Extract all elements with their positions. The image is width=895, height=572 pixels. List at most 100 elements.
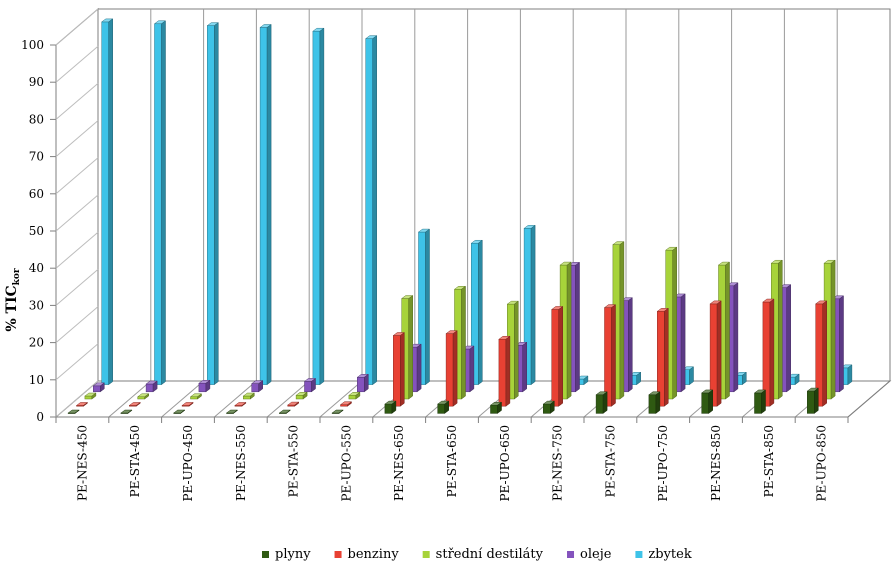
y-tick-label: 10 xyxy=(29,373,44,387)
legend-item: plyny xyxy=(262,547,311,562)
bar xyxy=(356,373,370,393)
x-tick-label: PE-UPO-450 xyxy=(181,425,195,502)
bar xyxy=(489,401,503,414)
y-tick-depth xyxy=(55,343,99,381)
bar xyxy=(206,22,220,386)
bar xyxy=(259,23,272,386)
y-tick-label: 50 xyxy=(29,224,44,238)
bar xyxy=(673,293,686,393)
y-tick-depth xyxy=(55,306,99,343)
bar xyxy=(242,392,256,400)
bar xyxy=(753,389,767,414)
y-tick-label: 70 xyxy=(29,150,44,164)
legend-item: zbytek xyxy=(635,547,692,562)
bar xyxy=(312,27,325,386)
bar xyxy=(778,284,792,393)
bar xyxy=(664,246,678,400)
y-tick-depth xyxy=(55,45,99,83)
y-tick-label: 100 xyxy=(21,38,44,52)
bar xyxy=(717,261,731,400)
bar xyxy=(523,224,536,386)
bar xyxy=(286,401,300,407)
bar xyxy=(198,379,211,393)
bar xyxy=(656,307,670,407)
bar xyxy=(620,297,634,393)
x-tick-label: PE-STA-550 xyxy=(287,425,301,497)
legend-label: zbytek xyxy=(648,547,691,562)
x-tick-label: PE-NES-550 xyxy=(234,425,248,501)
bar xyxy=(470,239,484,386)
bar xyxy=(128,401,142,407)
bar xyxy=(462,345,475,393)
bar xyxy=(364,35,378,386)
legend-swatch xyxy=(635,551,643,558)
x-tick-label: PE-NES-850 xyxy=(709,425,723,501)
floor-divider xyxy=(266,380,310,418)
y-tick-label: 30 xyxy=(29,298,44,312)
x-tick-label: PE-STA-750 xyxy=(603,425,617,497)
bar xyxy=(417,228,431,386)
bar xyxy=(145,380,158,393)
bar xyxy=(67,409,80,414)
x-tick-label: PE-UPO-650 xyxy=(498,425,512,502)
bar xyxy=(75,401,89,407)
bar xyxy=(136,393,150,400)
bar xyxy=(100,18,114,386)
y-tick-depth xyxy=(55,120,99,157)
y-tick-label: 20 xyxy=(29,336,44,350)
bar xyxy=(506,300,520,400)
x-tick-label: PE-UPO-850 xyxy=(815,425,829,502)
y-axis: 0 10 20 30 40 50 60 70 80 90 100 xyxy=(21,8,99,424)
y-tick-label: 90 xyxy=(29,75,44,89)
legend-label: střední destiláty xyxy=(436,547,544,562)
y-tick-label: 80 xyxy=(29,112,44,126)
bar xyxy=(84,392,97,400)
legend-swatch xyxy=(422,551,430,558)
x-axis: PE-NES-450 PE-STA-450 PE-UPO-450 PE-NES-550… xyxy=(55,380,891,502)
y-axis-label-main: % TIC xyxy=(4,285,20,331)
legend-item: oleje xyxy=(567,547,612,562)
legend-label: oleje xyxy=(580,547,612,562)
bar xyxy=(120,409,133,414)
floor-divider xyxy=(108,380,152,418)
bar xyxy=(576,375,589,386)
bar xyxy=(700,389,714,414)
bar xyxy=(278,409,292,414)
x-tick-label: PE-STA-650 xyxy=(445,425,459,497)
bar xyxy=(787,373,800,386)
y-tick-label: 40 xyxy=(29,261,44,275)
bar xyxy=(392,332,406,407)
bar xyxy=(806,387,820,414)
bar xyxy=(172,409,186,414)
legend-label: plyny xyxy=(275,547,311,562)
y-tick-depth xyxy=(55,231,99,269)
bar xyxy=(250,380,264,393)
y-tick-depth xyxy=(55,157,99,195)
bar xyxy=(542,400,556,414)
legend-label: benziny xyxy=(348,547,400,562)
y-axis-label-sub: kor xyxy=(12,268,22,285)
bar xyxy=(648,391,661,414)
x-tick-label: PE-NES-450 xyxy=(75,425,89,501)
bar xyxy=(189,393,203,400)
bar xyxy=(498,335,511,407)
legend: plyny benziny střední destiláty oleje zbytek xyxy=(262,547,692,562)
bar xyxy=(295,391,308,400)
bar xyxy=(348,391,361,400)
floor-divider xyxy=(214,380,257,418)
bar xyxy=(612,241,625,400)
bars xyxy=(67,18,853,414)
bar xyxy=(303,377,317,393)
bar xyxy=(331,409,344,414)
bar xyxy=(445,330,458,407)
bar xyxy=(225,409,239,414)
y-tick-depth xyxy=(55,194,99,232)
y-tick-depth xyxy=(55,8,99,46)
y-tick-depth xyxy=(55,83,99,120)
bar xyxy=(339,401,353,407)
legend-item: benziny xyxy=(334,547,400,562)
y-axis-label: % TICkor xyxy=(4,268,22,332)
bar xyxy=(181,401,194,407)
bar xyxy=(814,300,828,407)
bar xyxy=(384,400,397,414)
